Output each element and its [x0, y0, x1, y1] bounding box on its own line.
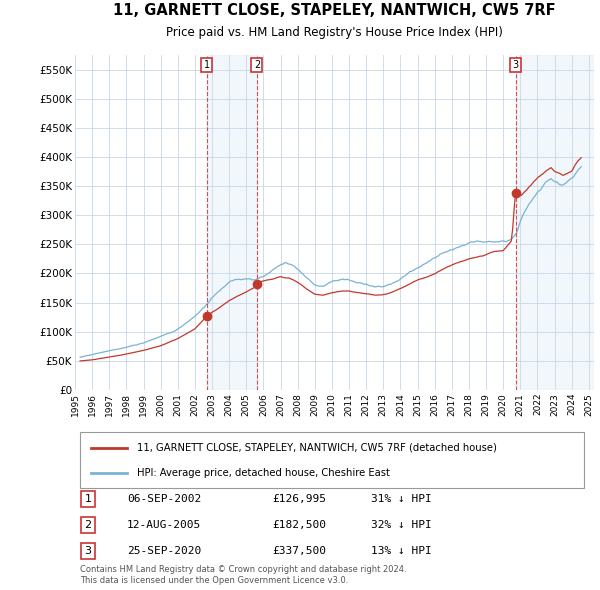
Text: £126,995: £126,995: [272, 494, 326, 504]
Bar: [207, 55, 257, 390]
Text: 13% ↓ HPI: 13% ↓ HPI: [371, 546, 431, 556]
Text: £337,500: £337,500: [272, 546, 326, 556]
Text: 3: 3: [512, 60, 519, 70]
Text: 2: 2: [85, 520, 92, 530]
Bar: [516, 55, 594, 390]
Text: £182,500: £182,500: [272, 520, 326, 530]
Text: HPI: Average price, detached house, Cheshire East: HPI: Average price, detached house, Ches…: [137, 468, 390, 478]
Text: 11, GARNETT CLOSE, STAPELEY, NANTWICH, CW5 7RF: 11, GARNETT CLOSE, STAPELEY, NANTWICH, C…: [113, 4, 556, 18]
Text: 06-SEP-2002: 06-SEP-2002: [127, 494, 201, 504]
Text: 25-SEP-2020: 25-SEP-2020: [127, 546, 201, 556]
Text: 3: 3: [85, 546, 91, 556]
Text: Contains HM Land Registry data © Crown copyright and database right 2024.
This d: Contains HM Land Registry data © Crown c…: [80, 565, 407, 585]
Text: 2: 2: [254, 60, 260, 70]
FancyBboxPatch shape: [80, 432, 584, 487]
Text: 32% ↓ HPI: 32% ↓ HPI: [371, 520, 431, 530]
Text: Price paid vs. HM Land Registry's House Price Index (HPI): Price paid vs. HM Land Registry's House …: [166, 26, 503, 39]
Text: 11, GARNETT CLOSE, STAPELEY, NANTWICH, CW5 7RF (detached house): 11, GARNETT CLOSE, STAPELEY, NANTWICH, C…: [137, 443, 497, 453]
Text: 12-AUG-2005: 12-AUG-2005: [127, 520, 201, 530]
Text: 1: 1: [203, 60, 210, 70]
Text: 31% ↓ HPI: 31% ↓ HPI: [371, 494, 431, 504]
Text: 1: 1: [85, 494, 91, 504]
